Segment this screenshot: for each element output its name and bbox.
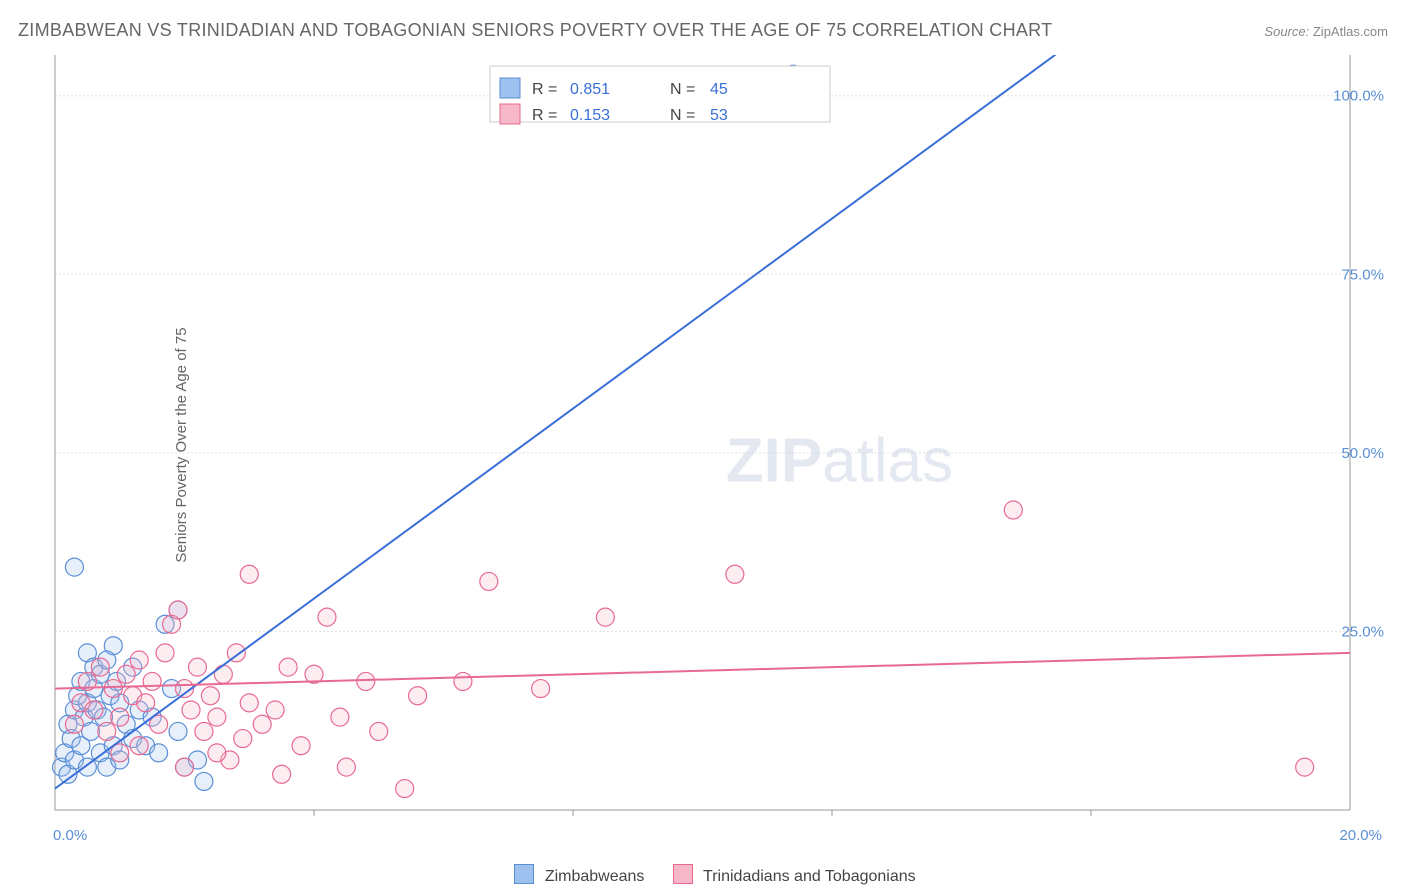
y-tick-label: 75.0%: [1341, 266, 1384, 283]
data-point: [143, 672, 161, 690]
y-axis-label: Seniors Poverty Over the Age of 75: [173, 327, 190, 562]
data-point: [409, 687, 427, 705]
source-credit: Source: ZipAtlas.com: [1264, 24, 1388, 39]
data-point: [1296, 758, 1314, 776]
data-point: [357, 672, 375, 690]
data-point: [1004, 501, 1022, 519]
data-point: [532, 680, 550, 698]
source-value: ZipAtlas.com: [1313, 24, 1388, 39]
data-point: [65, 558, 83, 576]
legend-label-trinidadians: Trinidadians and Tobagonians: [703, 868, 916, 885]
y-tick-label: 25.0%: [1341, 623, 1384, 640]
trend-line: [55, 50, 1350, 789]
legend-swatch-zimbabweans: [514, 864, 534, 884]
data-point: [279, 658, 297, 676]
data-point: [253, 715, 271, 733]
stats-swatch: [500, 78, 520, 98]
data-point: [208, 744, 226, 762]
data-point: [240, 565, 258, 583]
chart-title: ZIMBABWEAN VS TRINIDADIAN AND TOBAGONIAN…: [18, 20, 1052, 41]
data-point: [396, 780, 414, 798]
data-point: [214, 665, 232, 683]
data-point: [201, 687, 219, 705]
data-point: [169, 601, 187, 619]
data-point: [337, 758, 355, 776]
data-point: [234, 730, 252, 748]
data-point: [188, 658, 206, 676]
stats-n-value: 45: [710, 81, 728, 98]
data-point: [130, 737, 148, 755]
scatter-chart: 25.0% 50.0% 75.0% 100.0% 0.0% 20.0% R = 0.851 N …: [50, 50, 1388, 840]
x-tick-label: 20.0%: [1339, 827, 1382, 840]
data-point: [208, 708, 226, 726]
data-point: [98, 722, 116, 740]
plot-area: Seniors Poverty Over the Age of 75 ZIPat…: [50, 50, 1388, 840]
data-point: [137, 694, 155, 712]
data-point: [104, 680, 122, 698]
data-point: [195, 772, 213, 790]
data-point: [182, 701, 200, 719]
stats-r-label: R =: [532, 107, 557, 124]
data-point: [82, 722, 100, 740]
data-point: [195, 722, 213, 740]
data-point: [318, 608, 336, 626]
x-tick-label: 0.0%: [53, 827, 87, 840]
series-legend: Zimbabweans Trinidadians and Tobagonians: [0, 864, 1406, 886]
data-point: [240, 694, 258, 712]
data-point: [104, 637, 122, 655]
data-point: [726, 565, 744, 583]
data-point: [156, 644, 174, 662]
data-point: [65, 715, 83, 733]
data-point: [454, 672, 472, 690]
data-point: [266, 701, 284, 719]
stats-n-label: N =: [670, 107, 695, 124]
data-point: [331, 708, 349, 726]
data-point: [85, 701, 103, 719]
y-tick-label: 50.0%: [1341, 445, 1384, 462]
data-point: [480, 572, 498, 590]
data-point: [130, 651, 148, 669]
legend-swatch-trinidadians: [673, 864, 693, 884]
data-point: [176, 758, 194, 776]
data-point: [596, 608, 614, 626]
stats-r-label: R =: [532, 81, 557, 98]
data-point: [117, 665, 135, 683]
trend-line: [55, 653, 1350, 689]
stats-r-value: 0.153: [570, 107, 610, 124]
stats-n-label: N =: [670, 81, 695, 98]
stats-r-value: 0.851: [570, 81, 610, 98]
data-point: [169, 722, 187, 740]
data-point: [91, 658, 109, 676]
legend-label-zimbabweans: Zimbabweans: [545, 868, 645, 885]
data-point: [273, 765, 291, 783]
y-tick-label: 100.0%: [1333, 88, 1384, 105]
stats-swatch: [500, 104, 520, 124]
stats-n-value: 53: [710, 107, 728, 124]
data-point: [150, 744, 168, 762]
source-label: Source:: [1264, 24, 1309, 39]
data-point: [370, 722, 388, 740]
data-point: [292, 737, 310, 755]
data-point: [111, 708, 129, 726]
